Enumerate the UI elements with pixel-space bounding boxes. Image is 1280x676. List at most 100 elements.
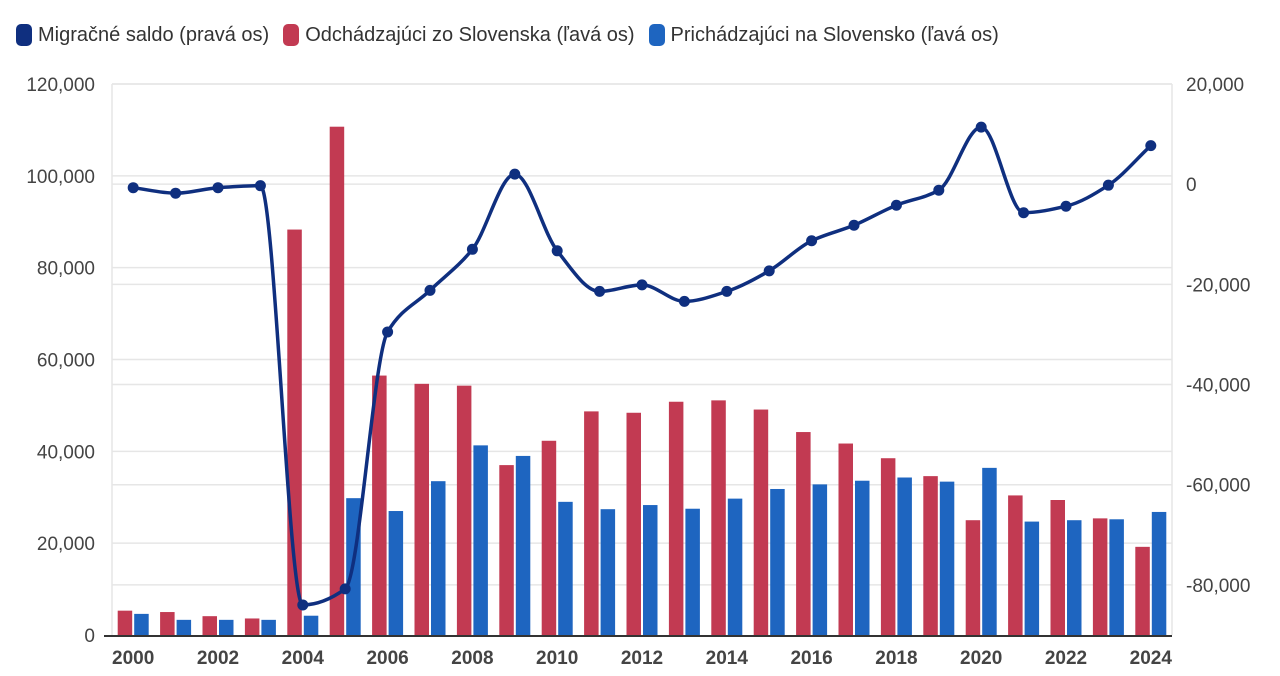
saldo-point-2012[interactable] xyxy=(636,279,648,291)
bar-prichadzajuci-2000[interactable] xyxy=(134,613,149,635)
bar-odchadzajuci-2023[interactable] xyxy=(1092,518,1108,635)
left-tick-label: 120,000 xyxy=(26,75,95,96)
bar-prichadzajuci-2012[interactable] xyxy=(643,505,658,635)
bar-prichadzajuci-2001[interactable] xyxy=(176,619,192,635)
saldo-point-2002[interactable] xyxy=(212,182,224,194)
right-tick-label: -40,000 xyxy=(1186,376,1250,397)
legend-item-odchadzajuci[interactable]: Odchádzajúci zo Slovenska (ľavá os) xyxy=(283,24,635,47)
x-tick-label: 2024 xyxy=(1130,648,1173,669)
saldo-point-2004[interactable] xyxy=(297,599,309,611)
legend-item-saldo[interactable]: Migračné saldo (pravá os) xyxy=(16,24,269,47)
saldo-point-2020[interactable] xyxy=(975,121,987,133)
x-tick-label: 2006 xyxy=(366,648,408,669)
x-tick-label: 2016 xyxy=(790,648,832,669)
legend-swatch-prichadzajuci xyxy=(648,24,665,46)
saldo-point-2015[interactable] xyxy=(763,265,775,277)
saldo-point-2005[interactable] xyxy=(339,583,351,595)
bar-odchadzajuci-2019[interactable] xyxy=(923,476,938,635)
bar-odchadzajuci-2009[interactable] xyxy=(499,465,514,635)
bar-odchadzajuci-2014[interactable] xyxy=(711,400,726,635)
bar-prichadzajuci-2015[interactable] xyxy=(770,488,785,635)
right-axis: -80,000 -60,000 -40,000 -20,000 0 20,000 xyxy=(1186,75,1250,597)
x-tick-label: 2002 xyxy=(197,648,239,669)
bar-prichadzajuci-2024[interactable] xyxy=(1151,511,1167,635)
saldo-point-2010[interactable] xyxy=(551,245,563,257)
saldo-point-2023[interactable] xyxy=(1102,179,1114,191)
bar-odchadzajuci-2022[interactable] xyxy=(1050,500,1066,635)
bar-prichadzajuci-2008[interactable] xyxy=(473,445,488,635)
bar-prichadzajuci-2009[interactable] xyxy=(515,455,531,635)
left-tick-label: 40,000 xyxy=(37,442,95,463)
saldo-point-2024[interactable] xyxy=(1145,140,1157,152)
x-tick-label: 2010 xyxy=(536,648,578,669)
saldo-line-path xyxy=(132,125,1152,607)
saldo-point-2008[interactable] xyxy=(466,243,478,255)
bar-odchadzajuci-2016[interactable] xyxy=(796,432,811,635)
bar-prichadzajuci-2013[interactable] xyxy=(685,508,700,635)
saldo-point-2001[interactable] xyxy=(170,187,182,199)
bar-odchadzajuci-2005[interactable] xyxy=(329,126,345,635)
bar-prichadzajuci-2004[interactable] xyxy=(303,615,319,635)
saldo-point-2011[interactable] xyxy=(594,285,606,297)
x-tick-label: 2000 xyxy=(112,648,154,669)
left-tick-label: 0 xyxy=(84,626,95,647)
bar-odchadzajuci-2006[interactable] xyxy=(372,375,387,635)
x-tick-label: 2012 xyxy=(621,648,663,669)
bar-prichadzajuci-2006[interactable] xyxy=(388,511,404,635)
bar-prichadzajuci-2021[interactable] xyxy=(1024,521,1040,635)
bar-prichadzajuci-2016[interactable] xyxy=(812,484,828,635)
bar-odchadzajuci-2017[interactable] xyxy=(838,443,854,635)
x-tick-label: 2018 xyxy=(875,648,917,669)
bar-prichadzajuci-2014[interactable] xyxy=(727,498,743,635)
saldo-point-2007[interactable] xyxy=(424,284,436,296)
bar-odchadzajuci-2018[interactable] xyxy=(880,458,896,635)
bar-prichadzajuci-2020[interactable] xyxy=(982,467,997,635)
saldo-point-2009[interactable] xyxy=(509,168,521,180)
saldo-point-2019[interactable] xyxy=(933,184,945,196)
bar-prichadzajuci-2003[interactable] xyxy=(261,619,276,635)
right-tick-label: -20,000 xyxy=(1186,275,1250,296)
x-tick-label: 2022 xyxy=(1045,648,1087,669)
bar-prichadzajuci-2018[interactable] xyxy=(897,477,912,635)
right-tick-label: 0 xyxy=(1186,175,1197,196)
bar-odchadzajuci-2003[interactable] xyxy=(244,618,260,635)
bar-odchadzajuci-2008[interactable] xyxy=(456,385,472,635)
bar-odchadzajuci-2012[interactable] xyxy=(626,412,642,635)
bar-odchadzajuci-2001[interactable] xyxy=(160,612,175,635)
right-tick-label: 20,000 xyxy=(1186,75,1244,96)
saldo-point-2021[interactable] xyxy=(1018,207,1030,219)
bar-prichadzajuci-2019[interactable] xyxy=(939,481,955,635)
saldo-point-2016[interactable] xyxy=(806,235,818,247)
bar-odchadzajuci-2010[interactable] xyxy=(541,440,557,635)
saldo-point-2022[interactable] xyxy=(1060,200,1072,212)
x-tick-label: 2008 xyxy=(451,648,493,669)
bar-odchadzajuci-2011[interactable] xyxy=(584,411,599,635)
left-tick-label: 100,000 xyxy=(26,167,95,188)
bar-prichadzajuci-2023[interactable] xyxy=(1109,519,1124,635)
legend: Migračné saldo (pravá os) Odchádzajúci z… xyxy=(16,20,999,50)
bar-prichadzajuci-2010[interactable] xyxy=(558,501,573,635)
bar-prichadzajuci-2011[interactable] xyxy=(600,509,616,635)
saldo-line xyxy=(127,121,1157,611)
bar-odchadzajuci-2002[interactable] xyxy=(202,616,218,635)
saldo-point-2006[interactable] xyxy=(382,326,394,338)
saldo-point-2000[interactable] xyxy=(127,182,139,194)
bar-odchadzajuci-2000[interactable] xyxy=(117,610,133,635)
saldo-point-2014[interactable] xyxy=(721,285,733,297)
legend-item-prichadzajuci[interactable]: Prichádzajúci na Slovensko (ľavá os) xyxy=(648,24,999,47)
bar-odchadzajuci-2024[interactable] xyxy=(1135,546,1150,635)
bar-prichadzajuci-2017[interactable] xyxy=(855,480,870,635)
bar-prichadzajuci-2002[interactable] xyxy=(219,619,234,635)
bar-prichadzajuci-2007[interactable] xyxy=(431,481,446,635)
bar-odchadzajuci-2007[interactable] xyxy=(414,383,430,635)
saldo-point-2003[interactable] xyxy=(254,180,266,192)
bar-odchadzajuci-2013[interactable] xyxy=(668,401,684,635)
bar-prichadzajuci-2022[interactable] xyxy=(1067,520,1082,635)
saldo-point-2018[interactable] xyxy=(890,199,902,211)
bar-odchadzajuci-2021[interactable] xyxy=(1008,495,1023,635)
saldo-point-2017[interactable] xyxy=(848,219,860,231)
saldo-point-2013[interactable] xyxy=(678,295,690,307)
bar-odchadzajuci-2015[interactable] xyxy=(753,409,769,635)
bar-odchadzajuci-2020[interactable] xyxy=(965,520,981,635)
